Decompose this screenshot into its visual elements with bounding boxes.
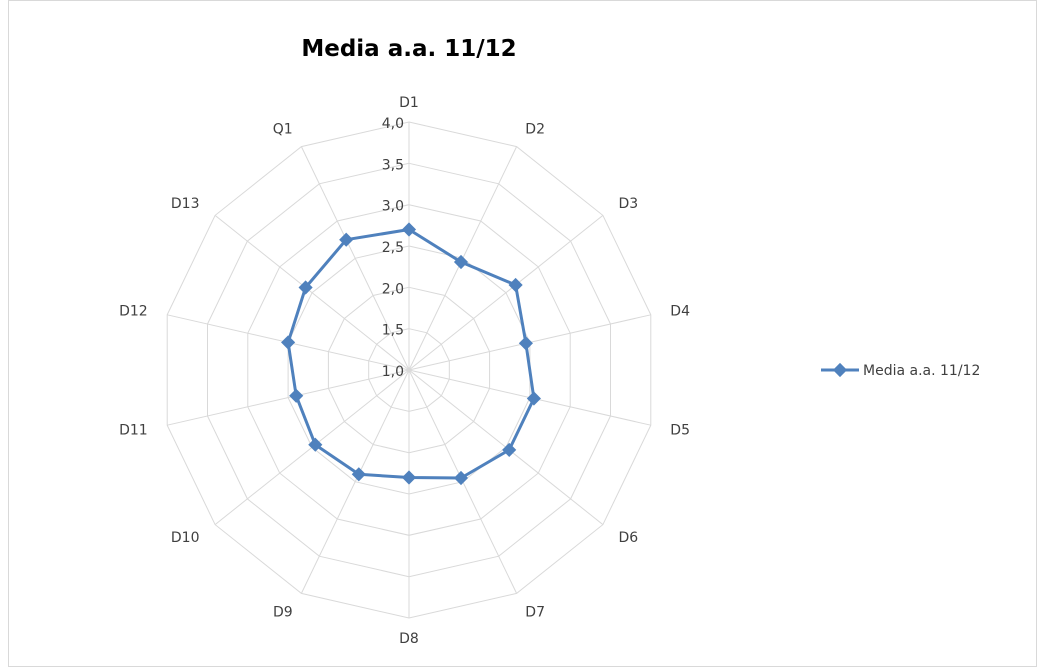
tick-label: 2,5 [382, 240, 404, 256]
data-point [401, 470, 417, 485]
category-label: D7 [525, 605, 545, 621]
data-point [518, 336, 533, 351]
data-point [401, 222, 417, 237]
radar-chart: Media a.a. 11/12 1,0 1,5 2,0 2,5 3,0 3,5 4,0 D… [119, 36, 980, 647]
data-point [339, 232, 354, 247]
data-point [351, 467, 366, 482]
category-label: Q1 [273, 122, 293, 138]
tick-label: 1,5 [382, 323, 404, 339]
category-label: D9 [273, 605, 293, 621]
category-label: D8 [399, 631, 419, 647]
tick-label: 2,0 [382, 281, 404, 297]
tick-label: 3,0 [382, 199, 404, 215]
data-point [298, 280, 313, 295]
data-point [508, 277, 523, 293]
legend-marker [832, 362, 848, 378]
data-point [281, 335, 296, 350]
data-point [289, 388, 304, 403]
tick-label: 4,0 [382, 116, 404, 132]
category-label: D2 [525, 122, 545, 138]
radial-tick-labels: 1,0 1,5 2,0 2,5 3,0 3,5 4,0 [382, 116, 404, 380]
grid-spoke [408, 215, 604, 371]
grid-spoke [167, 369, 410, 426]
category-label: D1 [399, 95, 419, 111]
grid-spoke [300, 146, 410, 371]
grid-spoke [214, 215, 410, 371]
tick-label: 1,0 [382, 364, 404, 380]
radar-grid [166, 121, 652, 619]
category-label: D12 [119, 303, 148, 319]
category-label: D6 [619, 530, 639, 546]
chart-title: Media a.a. 11/12 [301, 36, 516, 62]
category-label: D3 [619, 196, 639, 212]
legend: Media a.a. 11/12 [821, 362, 980, 379]
data-point [453, 254, 469, 270]
grid-spoke [300, 369, 410, 594]
category-labels: D1 D2 D3 D4 D5 D6 D7 D8 D9 D10 D11 D12 D13 Q1 [119, 95, 690, 647]
category-label: D10 [171, 530, 200, 546]
data-point [526, 391, 541, 406]
category-label: D13 [171, 196, 200, 212]
legend-label: Media a.a. 11/12 [863, 363, 980, 379]
data-series [281, 222, 541, 486]
data-point [502, 442, 517, 457]
category-label: D11 [119, 423, 148, 439]
category-label: D5 [670, 423, 690, 439]
data-point [308, 437, 323, 452]
tick-label: 3,5 [382, 157, 404, 173]
chart-area: Media a.a. 11/12 1,0 1,5 2,0 2,5 3,0 3,5 4,0 D… [8, 0, 1037, 667]
data-point [453, 470, 469, 486]
category-label: D4 [670, 303, 690, 319]
